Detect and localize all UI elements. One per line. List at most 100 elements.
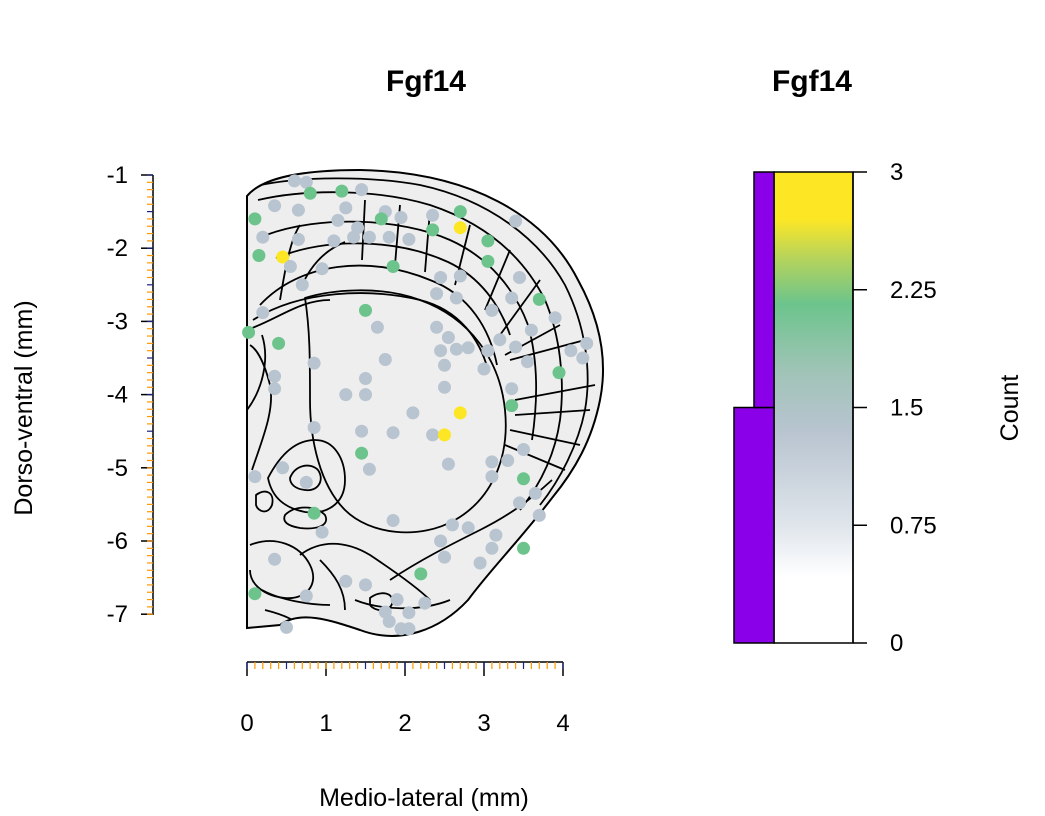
- data-point: [441, 457, 455, 471]
- data-point: [402, 232, 416, 246]
- x-tick-label: 3: [477, 710, 490, 737]
- data-point: [386, 260, 400, 273]
- data-point: [299, 175, 313, 189]
- data-point: [552, 366, 566, 380]
- data-point: [299, 589, 313, 603]
- data-point: [434, 271, 448, 284]
- x-tick-label: 0: [240, 710, 253, 737]
- data-point: [481, 344, 495, 358]
- data-point: [426, 208, 440, 222]
- data-point: [339, 201, 353, 215]
- data-point: [485, 455, 499, 469]
- data-point: [339, 574, 353, 588]
- data-point: [532, 508, 546, 522]
- data-point: [430, 320, 444, 334]
- data-point: [453, 406, 467, 420]
- data-point: [438, 380, 451, 394]
- data-point: [307, 506, 321, 520]
- data-point: [426, 428, 440, 442]
- data-point: [331, 213, 345, 227]
- data-point: [382, 615, 396, 628]
- y-tick-label: -6: [107, 528, 128, 555]
- data-point: [548, 311, 562, 325]
- data-point: [505, 382, 519, 396]
- colorbar: [773, 171, 854, 644]
- section-outline: [246, 168, 605, 637]
- y-tick-label: -7: [107, 601, 128, 628]
- data-point: [418, 596, 432, 610]
- data-point: [256, 230, 270, 244]
- data-point: [438, 550, 451, 564]
- y-tick-label: -3: [107, 308, 128, 335]
- data-point: [394, 211, 408, 224]
- data-point: [359, 372, 372, 385]
- data-point: [517, 472, 530, 486]
- data-point: [513, 271, 526, 284]
- data-point: [453, 269, 467, 283]
- data-point: [461, 521, 475, 535]
- data-point: [362, 230, 376, 244]
- data-point: [481, 254, 495, 268]
- data-point: [291, 203, 305, 217]
- data-point: [268, 552, 282, 566]
- data-point: [509, 340, 523, 354]
- data-point: [513, 496, 526, 510]
- data-point: [493, 333, 507, 347]
- data-point: [485, 470, 499, 484]
- data-point: [315, 262, 329, 276]
- data-point: [438, 358, 451, 372]
- data-point: [528, 486, 542, 500]
- data-point: [359, 578, 372, 592]
- data-point: [276, 250, 290, 264]
- data-point: [339, 388, 353, 402]
- data-point: [268, 382, 282, 396]
- data-point: [378, 353, 392, 366]
- colorbar-gradient-bar: [773, 171, 854, 644]
- data-point: [505, 399, 519, 413]
- data-point: [268, 369, 282, 383]
- data-point: [347, 230, 361, 244]
- data-point: [505, 291, 519, 305]
- data-point: [564, 344, 578, 358]
- data-point: [272, 336, 286, 350]
- data-point: [307, 356, 321, 370]
- y-tick-label: -4: [107, 382, 128, 409]
- data-point: [524, 323, 538, 337]
- data-point: [576, 351, 590, 365]
- y-axis: -1 -2 -3 -4 -5 -6 -7: [107, 162, 154, 628]
- data-point: [434, 344, 448, 358]
- colorbar-title: Fgf14: [772, 65, 852, 98]
- data-point: [307, 421, 321, 434]
- x-tick-label: 4: [556, 710, 569, 737]
- colorbar-tick-label: 3: [890, 159, 903, 186]
- x-tick-label: 2: [398, 710, 411, 737]
- data-point: [445, 518, 459, 532]
- x-tick-label: 1: [319, 710, 332, 737]
- data-point: [414, 567, 428, 581]
- data-point: [449, 342, 463, 356]
- data-point: [355, 424, 369, 438]
- histogram-bar: [753, 171, 775, 409]
- data-point: [374, 212, 388, 226]
- data-point: [453, 221, 467, 235]
- data-point: [461, 341, 475, 355]
- y-axis-title: Dorso-ventral (mm): [10, 300, 38, 515]
- data-point: [580, 336, 594, 350]
- x-axis-title: Medio-lateral (mm): [319, 784, 529, 812]
- data-point: [390, 593, 404, 607]
- y-tick-label: -5: [107, 455, 128, 482]
- colorbar-axis: 0 0.75 1.5 2.25 3: [852, 159, 937, 657]
- data-point: [303, 186, 317, 200]
- data-point: [359, 303, 372, 317]
- data-point: [441, 331, 455, 344]
- scatter-title: Fgf14: [386, 65, 466, 98]
- data-point: [449, 291, 463, 305]
- colorbar-tick-label: 0.75: [890, 512, 937, 539]
- colorbar-tick-label: 2.25: [890, 277, 937, 304]
- data-point: [402, 606, 416, 620]
- data-point: [402, 622, 416, 636]
- data-point: [287, 174, 301, 188]
- histogram-bar: [733, 406, 775, 644]
- data-point: [426, 223, 440, 237]
